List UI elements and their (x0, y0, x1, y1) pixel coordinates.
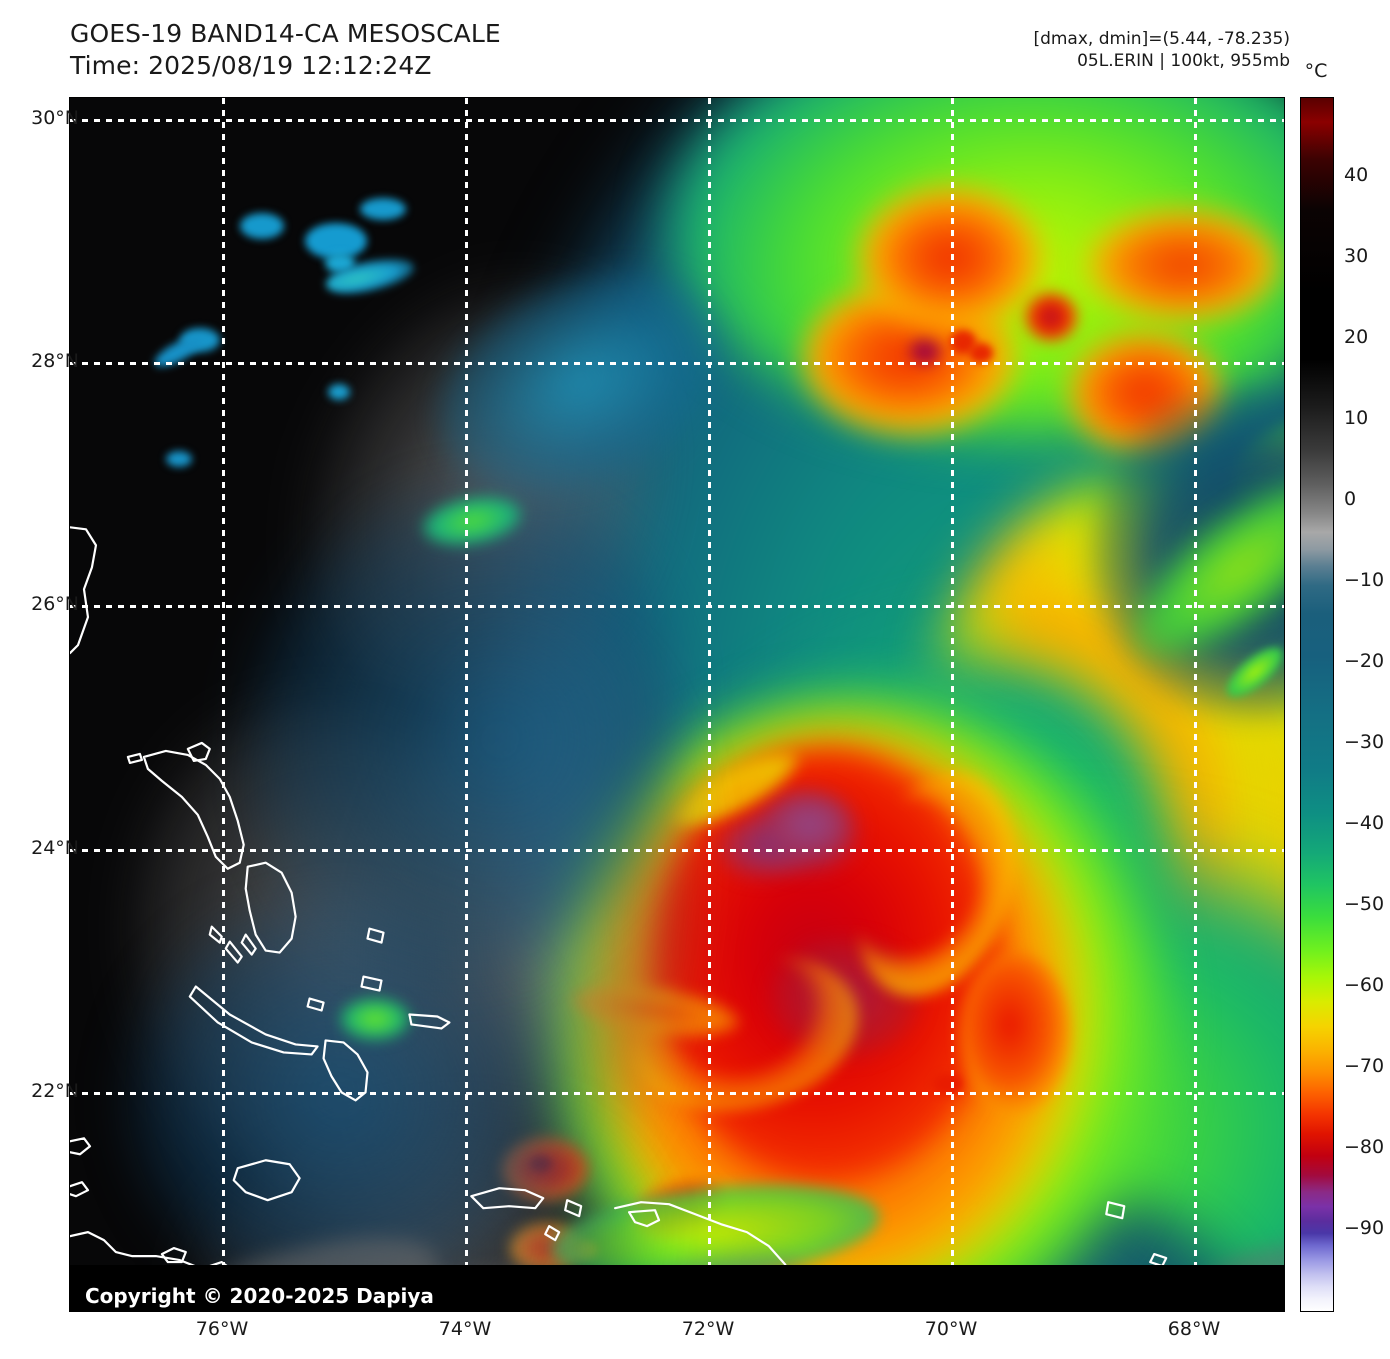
xtick-74w: 74°W (438, 1318, 492, 1340)
cbtick-m90: −90 (1344, 1217, 1385, 1239)
turks-small-cay (544, 1225, 561, 1242)
cbtick-10: 10 (1344, 407, 1369, 429)
cbtick-m70: −70 (1344, 1055, 1385, 1077)
title-line-2: Time: 2025/08/19 12:12:24Z (70, 51, 432, 80)
san-salvador-outline (366, 927, 385, 944)
cbtick-0: 0 (1344, 488, 1357, 510)
hispaniola-north-bay (627, 1209, 661, 1228)
north-convection-cell-d (1025, 293, 1077, 341)
abaco-outline (186, 741, 211, 763)
bottom-letterbox-strip (70, 1265, 1284, 1311)
cbtick-m10: −10 (1344, 569, 1385, 591)
copyright-text: Copyright © 2020-2025 Dapiya (85, 1284, 434, 1308)
storm-intensity-readout: 05L.ERIN | 100kt, 955mb (1077, 51, 1290, 72)
cbtick-m20: −20 (1344, 650, 1385, 672)
ytick-24n: 24°N (31, 837, 79, 859)
small-cay-a (126, 752, 143, 765)
grand-bahama-outline (142, 749, 245, 870)
turks-outline (564, 1199, 583, 1218)
cbtick-40: 40 (1344, 164, 1369, 186)
southeast-eyewall-dot (932, 1073, 962, 1095)
cbtick-m50: −50 (1344, 893, 1385, 915)
metadata-block: [dmax, dmin]=(5.44, -78.235) 05L.ERIN | … (1033, 28, 1290, 73)
cbtick-30: 30 (1344, 245, 1369, 267)
cbtick-m60: −60 (1344, 974, 1385, 996)
ytick-28n: 28°N (31, 350, 79, 372)
cbtick-m80: −80 (1344, 1136, 1385, 1158)
florida-coastline (70, 526, 98, 655)
colorbar-gradient (1300, 97, 1334, 1312)
rum-cay-outline (360, 975, 383, 992)
cbtick-20: 20 (1344, 326, 1369, 348)
xtick-68w: 68°W (1167, 1318, 1221, 1340)
coastline-overlay (70, 526, 1168, 1311)
andros-outline (244, 861, 297, 954)
cat-island-outline (224, 940, 243, 964)
mayaguana-outline (408, 1013, 451, 1030)
cuba-bay-detail (160, 1247, 187, 1264)
cay-small-b (306, 997, 325, 1012)
title-block: GOES-19 BAND14-CA MESOSCALE Time: 2025/0… (70, 18, 501, 82)
long-island-outline (240, 933, 257, 956)
title-line-1: GOES-19 BAND14-CA MESOSCALE (70, 19, 501, 48)
mona-island-outline (1105, 1201, 1126, 1220)
colorbar[interactable] (1300, 97, 1334, 1312)
southeast-eyewall-fragment (960, 953, 1070, 1113)
cbtick-m30: −30 (1344, 731, 1385, 753)
xtick-70w: 70°W (924, 1318, 978, 1340)
nw-cell-8 (328, 384, 350, 400)
north-convection-cell-g (1088, 210, 1278, 320)
ytick-30n: 30°N (31, 107, 79, 129)
infrared-brightness-temperature-raster (70, 98, 1284, 1311)
ytick-26n: 26°N (31, 593, 79, 615)
copyright-holder: Copyright © 2020-2025 Dapiya (85, 1284, 434, 1308)
cbtick-m40: −40 (1344, 812, 1385, 834)
nw-cell-9 (166, 451, 192, 467)
xtick-76w: 76°W (195, 1318, 249, 1340)
great-inagua-outline (232, 1159, 301, 1202)
west-edge-coast-a (70, 1137, 92, 1156)
north-convection-peak-a (910, 338, 940, 364)
west-edge-coast-b (70, 1181, 90, 1198)
north-convection-cell-b (860, 188, 1040, 328)
north-convection-cell-f (969, 343, 993, 363)
xtick-72w: 72°W (681, 1318, 735, 1340)
caicos-outline (470, 1187, 545, 1210)
satellite-image-plot[interactable]: Copyright © 2020-2025 Dapiya (69, 97, 1285, 1312)
colorbar-unit-label: °C (1304, 60, 1328, 82)
eleuthera-outline (208, 925, 223, 944)
nw-cell-1 (240, 213, 284, 239)
acklins-outline (322, 1039, 369, 1102)
ytick-22n: 22°N (31, 1080, 79, 1102)
exuma-chain-outline (188, 985, 319, 1056)
nw-cell-4 (360, 198, 406, 220)
central-bahamas-green-cell (340, 998, 410, 1040)
eye-feature (775, 798, 845, 850)
dmax-dmin-readout: [dmax, dmin]=(5.44, -78.235) (1033, 29, 1290, 49)
